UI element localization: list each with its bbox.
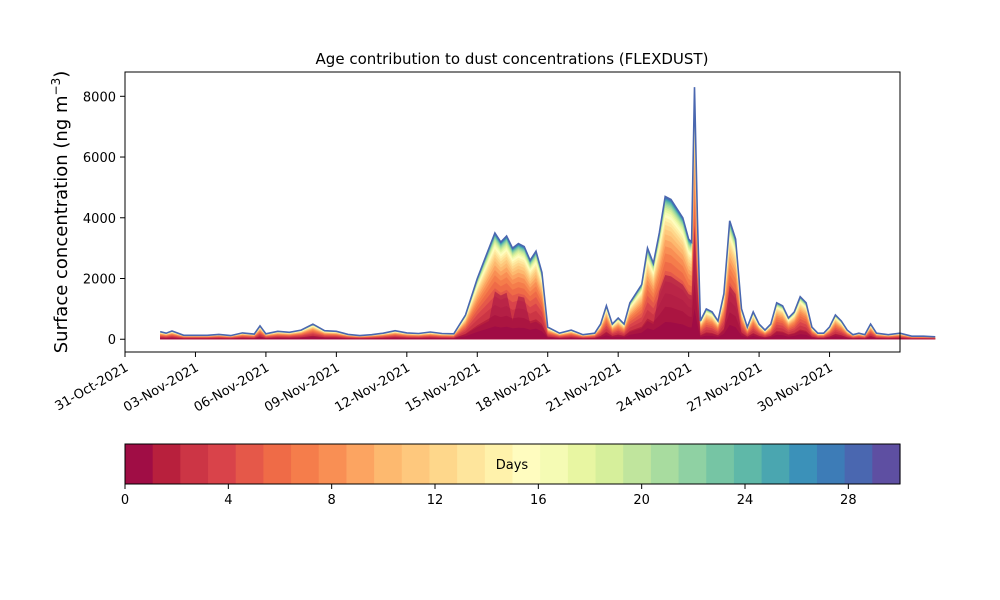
- colorbar-segment-4: [235, 444, 264, 484]
- colorbar-segment-26: [844, 444, 873, 484]
- colorbar-segment-27: [872, 444, 901, 484]
- colorbar-tick-label-2: 8: [328, 493, 336, 508]
- x-tick-label-5: 15-Nov-2021: [403, 360, 483, 415]
- x-tick-label-1: 03-Nov-2021: [121, 360, 201, 415]
- colorbar-segment-6: [291, 444, 320, 484]
- colorbar-segment-0: [125, 444, 154, 484]
- x-tick-label-8: 24-Nov-2021: [614, 360, 694, 415]
- colorbar-label: Days: [496, 458, 529, 473]
- age-layer-13: [160, 124, 936, 340]
- age-layer-9: [160, 153, 936, 340]
- age-layer-6: [160, 187, 936, 340]
- age-layer-11: [160, 137, 936, 340]
- x-tick-label-0: 31-Oct-2021: [53, 360, 131, 414]
- colorbar-segment-3: [208, 444, 237, 484]
- age-layer-27: [160, 87, 936, 340]
- colorbar-segment-22: [733, 444, 763, 484]
- chart-title: Age contribution to dust concentrations …: [316, 50, 709, 68]
- y-axis-label-exponent: −3: [49, 78, 63, 96]
- y-tick-label-0: 0: [108, 333, 116, 348]
- colorbar-segment-5: [263, 444, 292, 484]
- total-line: [160, 87, 936, 338]
- y-axis-label: Surface concentration (ng m−3): [49, 71, 72, 354]
- age-layer-12: [160, 130, 936, 340]
- age-layer-22: [160, 94, 936, 340]
- age-layer-26: [160, 88, 936, 340]
- age-layer-17: [160, 106, 936, 340]
- colorbar-segment-10: [401, 444, 431, 484]
- age-layer-8: [160, 163, 936, 340]
- colorbar-segment-25: [816, 444, 846, 484]
- colorbar-segment-2: [180, 444, 209, 484]
- x-tick-label-3: 09-Nov-2021: [262, 360, 342, 415]
- x-tick-label-10: 30-Nov-2021: [755, 360, 835, 415]
- age-layer-24: [160, 90, 936, 340]
- colorbar-segment-23: [761, 444, 790, 484]
- age-layer-20: [160, 98, 936, 340]
- colorbar-segment-24: [789, 444, 818, 484]
- age-layer-5: [160, 202, 936, 340]
- colorbar: [125, 444, 901, 484]
- colorbar-segment-19: [650, 444, 680, 484]
- y-tick-label-2: 4000: [83, 212, 116, 227]
- x-tick-label-9: 27-Nov-2021: [685, 360, 765, 415]
- age-layer-25: [160, 89, 936, 340]
- plot-frame: [124, 71, 901, 353]
- colorbar-segment-15: [540, 444, 569, 484]
- age-layer-18: [160, 103, 936, 340]
- y-axis-label-main: Surface concentration (ng m: [51, 95, 72, 353]
- colorbar-segment-14: [512, 444, 541, 484]
- colorbar-segment-18: [623, 444, 652, 484]
- age-layer-23: [160, 92, 936, 340]
- colorbar-segment-7: [318, 444, 348, 484]
- y-tick-label-1: 2000: [83, 273, 116, 288]
- age-layer-19: [160, 100, 936, 340]
- colorbar-segment-20: [678, 444, 707, 484]
- colorbar-segment-9: [374, 444, 403, 484]
- colorbar-tick-label-6: 24: [737, 493, 754, 508]
- x-tick-label-7: 21-Nov-2021: [544, 360, 624, 415]
- y-tick-label-3: 6000: [83, 151, 116, 166]
- colorbar-ticks: 0 4 8 12 16 20 24 28: [121, 484, 857, 508]
- colorbar-tick-label-3: 12: [427, 493, 444, 508]
- colorbar-segment-8: [346, 444, 375, 484]
- age-layer-14: [160, 119, 936, 340]
- colorbar-tick-label-5: 20: [633, 493, 650, 508]
- colorbar-segment-16: [567, 444, 597, 484]
- age-layer-15: [160, 114, 936, 340]
- colorbar-segment-11: [429, 444, 458, 484]
- age-layer-7: [160, 175, 936, 340]
- colorbar-segment-1: [152, 444, 181, 484]
- colorbar-segment-17: [595, 444, 624, 484]
- colorbar-tick-label-0: 0: [121, 493, 129, 508]
- plot-area: [160, 87, 936, 340]
- colorbar-tick-label-1: 4: [224, 493, 232, 508]
- colorbar-tick-label-4: 16: [530, 493, 547, 508]
- colorbar-tick-label-7: 28: [840, 493, 857, 508]
- age-layer-21: [160, 96, 936, 340]
- x-tick-label-4: 12-Nov-2021: [333, 360, 413, 415]
- colorbar-segment-21: [706, 444, 735, 484]
- y-tick-label-4: 8000: [83, 90, 116, 105]
- x-axis: 31-Oct-202103-Nov-202106-Nov-202109-Nov-…: [53, 352, 836, 415]
- colorbar-segment-13: [484, 444, 514, 484]
- colorbar-frame: [124, 443, 901, 485]
- y-axis-label-close: ): [51, 71, 72, 78]
- x-tick-label-6: 18-Nov-2021: [473, 360, 553, 415]
- colorbar-segment-12: [457, 444, 486, 484]
- age-layer-16: [160, 110, 936, 340]
- y-axis: 0 2000 4000 6000 8000: [83, 90, 125, 348]
- x-tick-label-2: 06-Nov-2021: [192, 360, 272, 415]
- age-layer-10: [160, 145, 936, 340]
